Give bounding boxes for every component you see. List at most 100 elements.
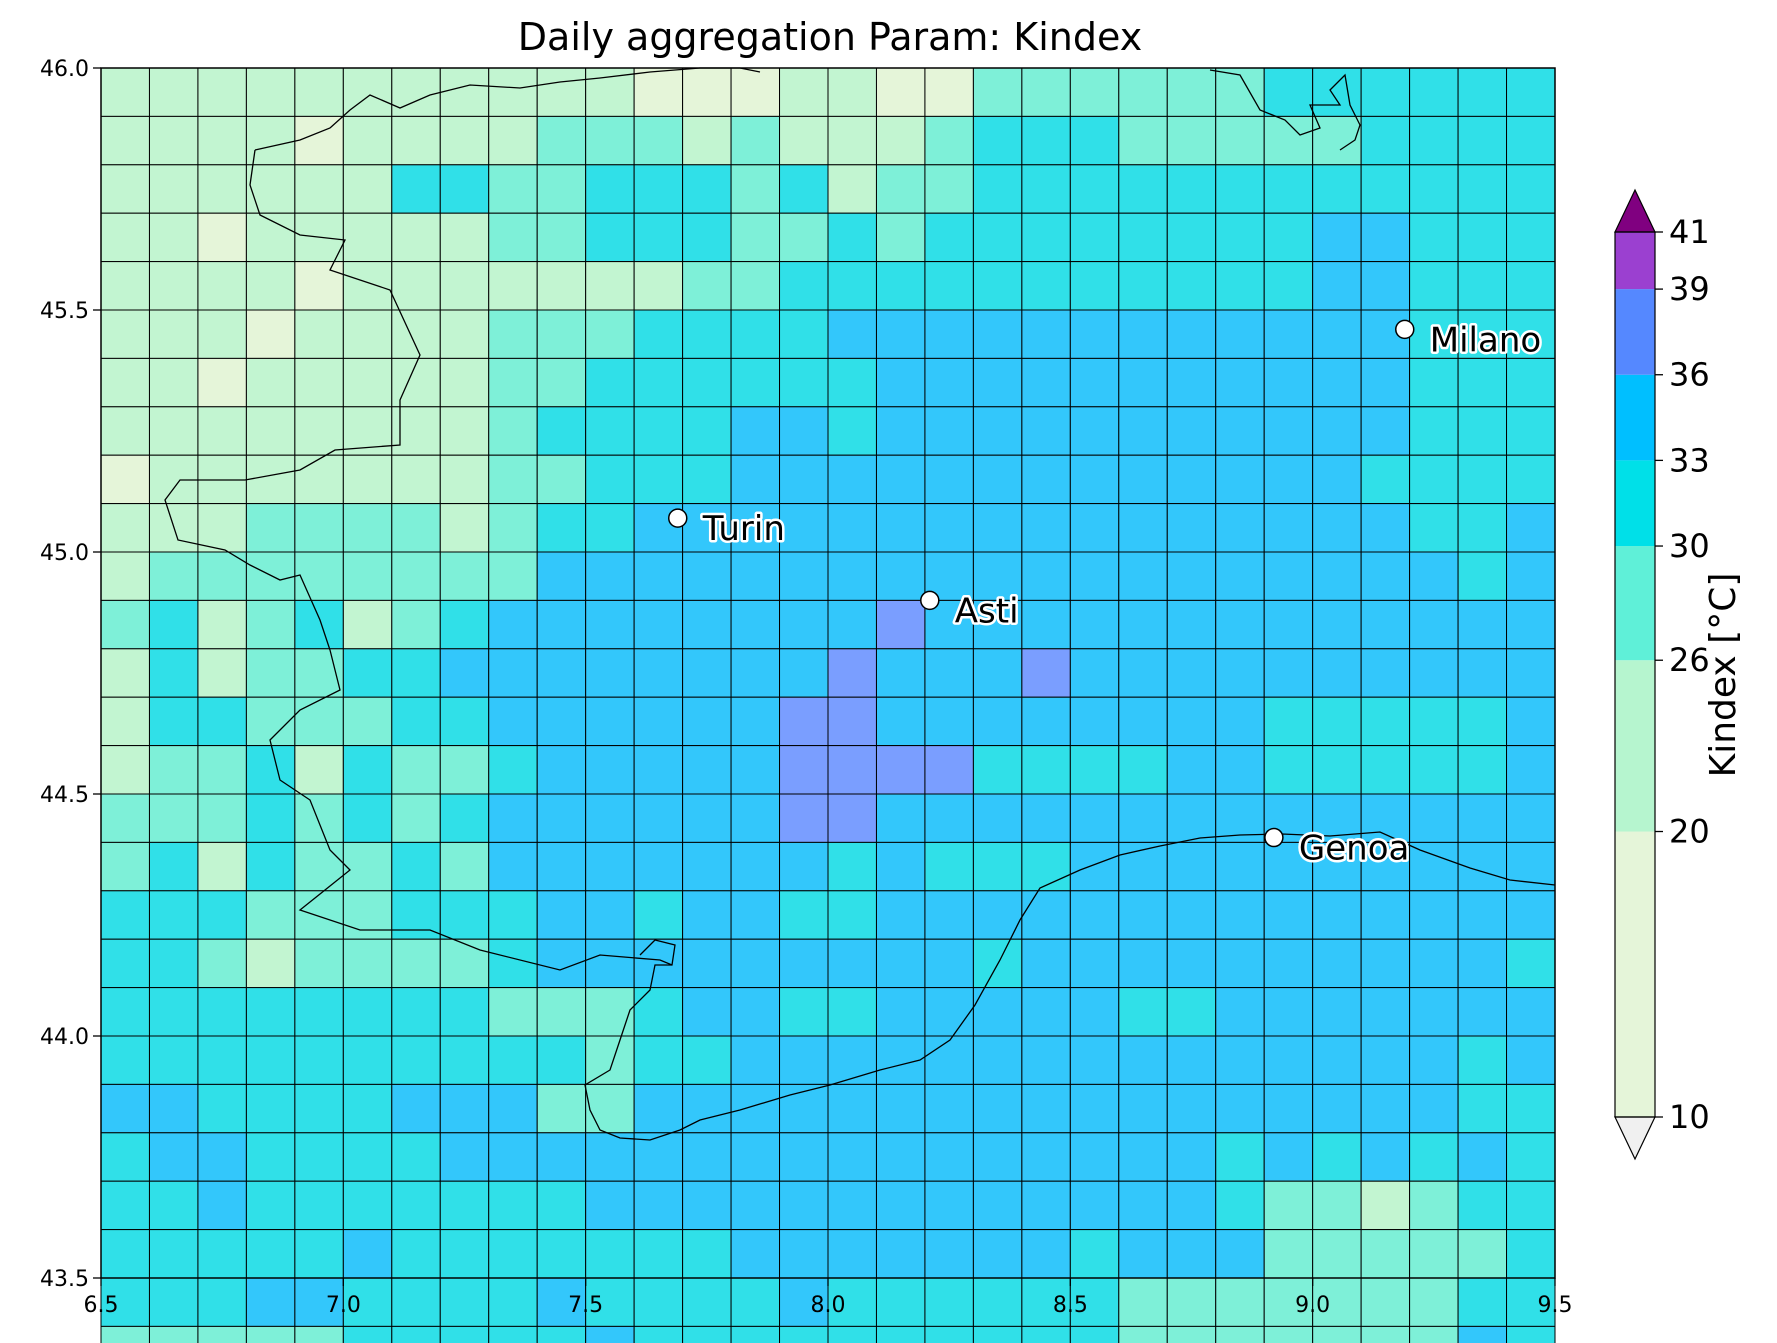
map-cell xyxy=(245,551,296,601)
city-marker-genoa xyxy=(1264,827,1284,848)
map-cell xyxy=(924,1035,974,1085)
map-cell xyxy=(148,1325,199,1343)
map-cell xyxy=(100,938,150,989)
map-cell xyxy=(875,648,926,698)
map-cell xyxy=(827,745,877,795)
map-cell xyxy=(342,1325,393,1343)
map-cell xyxy=(536,503,587,553)
map-cell xyxy=(1506,745,1556,795)
map-cell xyxy=(1409,1083,1459,1134)
colorbar-tick-label: 33 xyxy=(1669,441,1710,479)
map-cell xyxy=(827,1325,877,1343)
map-cell xyxy=(1118,1083,1168,1134)
map-cell xyxy=(245,1180,296,1231)
map-cell xyxy=(439,1083,490,1134)
map-cell xyxy=(1457,261,1508,311)
map-cell xyxy=(924,212,974,263)
map-cell xyxy=(1118,164,1168,214)
map-cell xyxy=(1118,938,1168,989)
map-cell xyxy=(779,1035,829,1085)
map-cell xyxy=(536,890,587,940)
map-cell xyxy=(1069,67,1120,117)
map-cell xyxy=(342,454,393,505)
map-cell xyxy=(391,1325,441,1343)
city-label-genoa: Genoa xyxy=(1299,829,1409,869)
map-cell xyxy=(730,309,781,359)
map-cell xyxy=(245,745,296,795)
map-cell xyxy=(148,357,199,408)
colorbar-bin xyxy=(1615,460,1655,547)
map-cell xyxy=(1118,357,1168,408)
map-cell xyxy=(488,987,538,1037)
map-cell xyxy=(633,648,684,698)
map-cell xyxy=(633,357,684,408)
map-cell xyxy=(1069,454,1120,505)
map-cell xyxy=(1409,164,1459,214)
map-cell xyxy=(1021,503,1071,553)
colorbar-bin xyxy=(1615,660,1655,832)
map-cell xyxy=(1263,261,1314,311)
map-cell xyxy=(1409,1132,1459,1182)
map-cell xyxy=(197,1325,247,1343)
map-cell xyxy=(875,599,926,650)
map-cell xyxy=(1263,648,1314,698)
map-cell xyxy=(536,357,587,408)
map-cell xyxy=(536,987,587,1037)
map-cell xyxy=(827,696,877,747)
map-cell xyxy=(827,793,877,843)
map-cell xyxy=(585,115,635,166)
map-cell xyxy=(294,793,344,843)
map-cell xyxy=(294,115,344,166)
map-cell xyxy=(585,406,635,456)
map-cell xyxy=(779,454,829,505)
map-cell xyxy=(439,987,490,1037)
map-cell xyxy=(779,696,829,747)
map-cell xyxy=(488,454,538,505)
map-cell xyxy=(1360,696,1411,747)
map-cell xyxy=(1215,648,1265,698)
map-cell xyxy=(1021,599,1071,650)
map-cell xyxy=(342,648,393,698)
map-cell xyxy=(488,67,538,117)
map-cell xyxy=(342,1180,393,1231)
map-cell xyxy=(391,938,441,989)
map-cell xyxy=(439,745,490,795)
map-cell xyxy=(972,261,1023,311)
map-cell xyxy=(1263,1229,1314,1279)
map-cell xyxy=(585,890,635,940)
map-cell xyxy=(197,1083,247,1134)
map-cell xyxy=(730,1132,781,1182)
map-cell xyxy=(439,1277,490,1327)
map-cell xyxy=(1360,212,1411,263)
map-cell xyxy=(1166,938,1217,989)
map-cell xyxy=(488,793,538,843)
map-cell xyxy=(294,357,344,408)
map-cell xyxy=(439,1035,490,1085)
map-cell xyxy=(1409,67,1459,117)
map-cell xyxy=(1360,551,1411,601)
map-cell xyxy=(827,1229,877,1279)
map-cell xyxy=(730,406,781,456)
map-cell xyxy=(439,648,490,698)
map-cell xyxy=(875,406,926,456)
map-cell xyxy=(1263,67,1314,117)
map-cell xyxy=(294,1035,344,1085)
map-cell xyxy=(1457,793,1508,843)
map-cell xyxy=(1166,1180,1217,1231)
map-cell xyxy=(342,987,393,1037)
map-cell xyxy=(1360,987,1411,1037)
map-cell xyxy=(875,890,926,940)
map-cell xyxy=(924,357,974,408)
map-cell xyxy=(148,1229,199,1279)
map-cell xyxy=(197,67,247,117)
map-cell xyxy=(730,1035,781,1085)
map-cell xyxy=(1457,1277,1508,1327)
map-cell xyxy=(924,1229,974,1279)
map-cell xyxy=(827,938,877,989)
map-cell xyxy=(924,987,974,1037)
map-cell xyxy=(488,503,538,553)
map-cell xyxy=(1021,938,1071,989)
map-cell xyxy=(294,454,344,505)
map-cell xyxy=(536,164,587,214)
map-cell xyxy=(1166,309,1217,359)
